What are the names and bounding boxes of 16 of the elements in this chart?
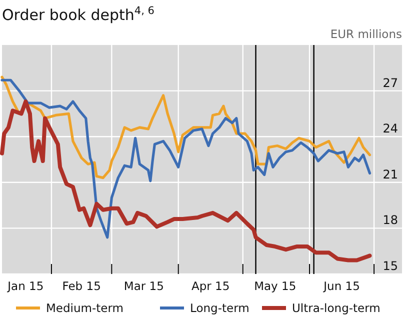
legend-label: Medium-term	[46, 301, 124, 315]
y-tick-label: 15	[382, 259, 398, 273]
x-tick-label: Mar 15	[124, 279, 164, 293]
y-axis-title: EUR millions	[330, 27, 402, 41]
chart-title: Order book depth$^{4, 6}$	[2, 5, 155, 24]
y-tick-label: 24	[382, 122, 398, 136]
y-tick-label: 18	[382, 213, 398, 228]
x-tick-label: May 15	[254, 279, 296, 293]
x-tick-label: Apr 15	[192, 279, 230, 293]
x-tick-label: Jun 15	[322, 279, 360, 293]
x-tick-label: Jan 15	[6, 279, 44, 293]
x-tick-label: Feb 15	[62, 279, 101, 293]
legend-label: Ultra-long-term	[292, 301, 380, 315]
y-tick-label: 27	[382, 76, 398, 90]
y-tick-label: 21	[382, 167, 398, 182]
legend-label: Long-term	[190, 301, 250, 315]
